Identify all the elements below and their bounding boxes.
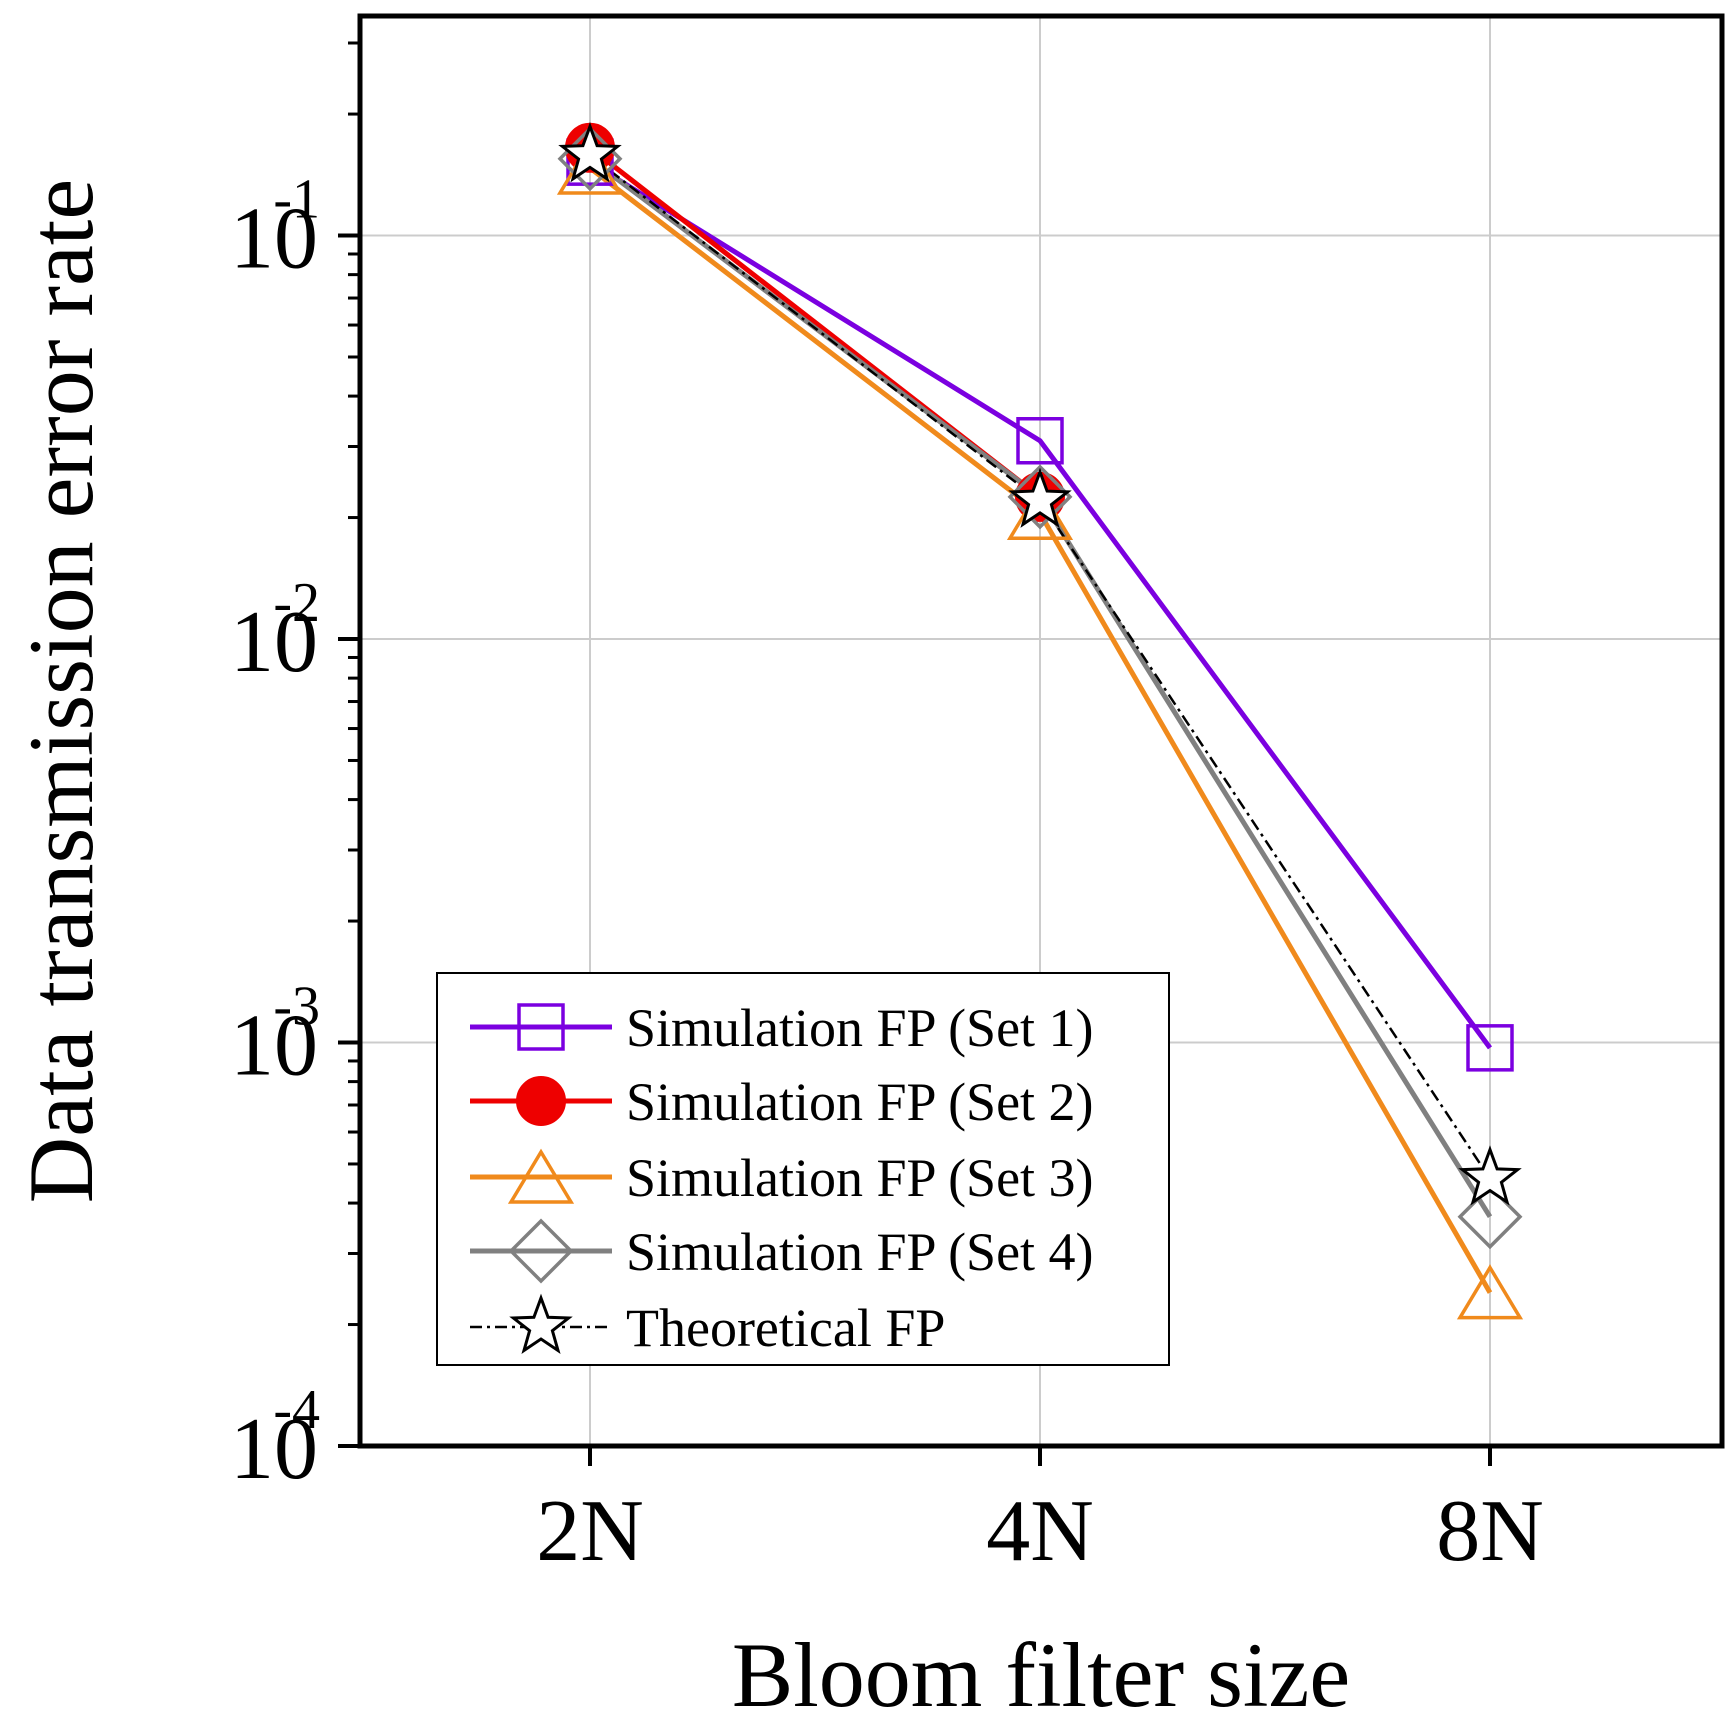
series-4-point-8N [1457, 1184, 1523, 1250]
legend-label: Simulation FP (Set 2) [626, 1072, 1094, 1132]
legend-marker [508, 1218, 574, 1284]
series-5-point-2N [558, 122, 622, 183]
y-tick-label: 10-1 [230, 169, 320, 288]
legend-label: Simulation FP (Set 3) [626, 1148, 1094, 1208]
series-markers [556, 122, 1524, 1320]
y-tick-label: 10-2 [230, 572, 320, 691]
plot-frame [357, 13, 1725, 1449]
y-tick-exponent: -2 [273, 572, 320, 634]
legend-label: Simulation FP (Set 4) [626, 1222, 1094, 1282]
legend-marker [516, 1076, 566, 1126]
legend-entry: Theoretical FP [470, 1293, 945, 1358]
series-1-point-8N [1466, 1024, 1514, 1072]
y-tick-label: 10-4 [230, 1379, 320, 1498]
legend-entry: Simulation FP (Set 3) [470, 1148, 1094, 1208]
legend-marker [517, 1003, 565, 1051]
legend-marker [507, 1148, 575, 1204]
legend: Simulation FP (Set 1) Simulation FP (Set … [436, 972, 1170, 1366]
y-tick-exponent: -1 [273, 169, 320, 231]
y-tick-exponent: -4 [273, 1379, 320, 1441]
y-tick-base: 10 [230, 998, 318, 1095]
legend-entry: Simulation FP (Set 2) [470, 1072, 1094, 1132]
y-tick-labels: 10-110-210-310-4 [230, 169, 320, 1498]
x-tick-label: 2N [536, 1483, 644, 1580]
y-tick-exponent: -3 [273, 976, 320, 1038]
legend-entry: Simulation FP (Set 1) [470, 998, 1094, 1058]
x-axis-title: Bloom filter size [732, 1624, 1350, 1726]
series-3-point-8N [1456, 1264, 1524, 1320]
series-5-point-8N [1458, 1145, 1522, 1206]
legend-marker [509, 1293, 573, 1355]
y-tick-base: 10 [230, 1401, 318, 1498]
legend-label: Theoretical FP [626, 1298, 945, 1358]
y-tick-base: 10 [230, 594, 318, 691]
series-1-point-4N [1016, 417, 1064, 465]
legend-box [436, 972, 1170, 1366]
x-tick-label: 4N [986, 1483, 1094, 1580]
y-tick-label: 10-3 [230, 976, 320, 1095]
legend-entry: Simulation FP (Set 4) [470, 1218, 1094, 1284]
legend-label: Simulation FP (Set 1) [626, 998, 1094, 1058]
y-axis-title: Data transmission error rate [10, 179, 112, 1203]
series-5-point-4N [1008, 467, 1072, 528]
x-tick-label: 8N [1436, 1483, 1544, 1580]
series-line-1 [588, 160, 1493, 1050]
series-4-point-4N [1007, 464, 1073, 530]
x-tick-labels: 2N 4N 8N [536, 1483, 1544, 1580]
y-tick-base: 10 [230, 191, 318, 288]
